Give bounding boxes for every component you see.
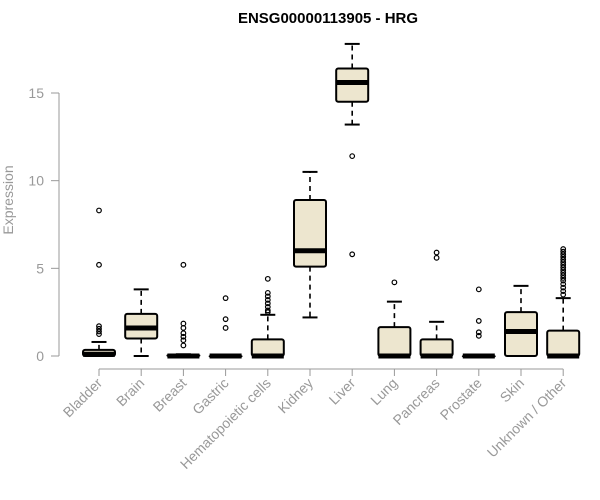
- iqr-box: [546, 329, 581, 357]
- box-group: [546, 246, 581, 359]
- x-tick-label: Brain: [113, 375, 147, 409]
- box-group: [82, 207, 116, 358]
- x-tick-label: Lung: [367, 375, 400, 408]
- outlier-point: [96, 325, 102, 332]
- outlier-point: [433, 249, 440, 256]
- outlier-point: [264, 304, 271, 310]
- outlier-point: [560, 267, 567, 273]
- outlier-point: [349, 153, 356, 160]
- box-group: [250, 275, 285, 359]
- y-axis: 0 5 10 15: [28, 85, 60, 364]
- y-tick-label: 0: [36, 348, 44, 364]
- outlier-point: [560, 256, 567, 263]
- box-group: [293, 170, 327, 319]
- box-group: [504, 284, 538, 357]
- outlier-point: [180, 337, 187, 344]
- outlier-point: [560, 272, 567, 279]
- outlier-point: [560, 288, 567, 295]
- outlier-point: [560, 269, 567, 276]
- outlier-point: [96, 328, 102, 335]
- outlier-point: [475, 318, 482, 324]
- x-tick-label: Bladder: [60, 375, 106, 421]
- outlier-point: [96, 323, 102, 330]
- x-tick-label: Unknown / Other: [484, 375, 570, 461]
- y-tick-label: 10: [28, 173, 44, 189]
- box-group: [124, 288, 159, 357]
- box-group: [166, 261, 201, 359]
- outlier-point: [560, 284, 567, 291]
- x-tick-label: Breast: [150, 375, 190, 415]
- y-tick-label: 15: [28, 85, 44, 101]
- outlier-point: [560, 254, 567, 260]
- box-group: [419, 249, 454, 359]
- outlier-point: [560, 275, 567, 281]
- x-tick-label: Liver: [326, 375, 359, 408]
- box-group: [208, 295, 243, 359]
- x-tick-label: Skin: [497, 375, 528, 406]
- outlier-point: [222, 316, 229, 323]
- outlier-point: [264, 289, 271, 296]
- plot-area: [82, 42, 581, 359]
- outlier-point: [264, 309, 271, 316]
- outlier-point: [180, 261, 187, 268]
- box-group: [377, 279, 412, 359]
- box-group: [461, 286, 496, 359]
- outlier-point: [560, 277, 567, 284]
- y-tick-label: 5: [36, 260, 44, 276]
- x-tick-label: Prostate: [437, 375, 485, 423]
- outlier-point: [560, 281, 567, 288]
- outlier-point: [433, 254, 440, 261]
- outlier-point: [560, 291, 567, 298]
- outlier-point: [391, 279, 398, 286]
- outlier-point: [475, 332, 482, 339]
- iqr-box: [377, 326, 412, 358]
- outlier-point: [349, 251, 356, 258]
- outlier-point: [560, 261, 567, 268]
- outlier-point: [560, 246, 567, 252]
- outlier-point: [264, 275, 271, 282]
- outlier-point: [222, 325, 229, 331]
- outlier-point: [96, 331, 102, 337]
- outlier-point: [560, 251, 567, 258]
- outlier-point: [96, 207, 102, 214]
- outlier-point: [475, 286, 482, 293]
- outlier-point: [96, 261, 102, 268]
- iqr-box: [335, 67, 370, 103]
- chart-title: ENSG00000113905 - HRG: [238, 10, 418, 27]
- outlier-point: [180, 330, 187, 337]
- outlier-point: [475, 329, 482, 336]
- outlier-point: [264, 296, 271, 303]
- iqr-box: [293, 198, 327, 268]
- outlier-point: [180, 342, 187, 349]
- outlier-point: [180, 333, 187, 340]
- outlier-point: [222, 295, 229, 302]
- y-axis-label: Expression: [0, 165, 16, 234]
- outlier-point: [560, 259, 567, 266]
- outlier-point: [180, 325, 187, 331]
- outlier-point: [560, 264, 567, 271]
- outlier-point: [264, 300, 271, 307]
- box-group: [335, 42, 370, 258]
- outlier-point: [560, 248, 567, 255]
- x-tick-label: Kidney: [275, 375, 317, 417]
- x-tick-label: Pancreas: [390, 375, 443, 428]
- outlier-point: [264, 293, 271, 300]
- iqr-box: [504, 311, 538, 357]
